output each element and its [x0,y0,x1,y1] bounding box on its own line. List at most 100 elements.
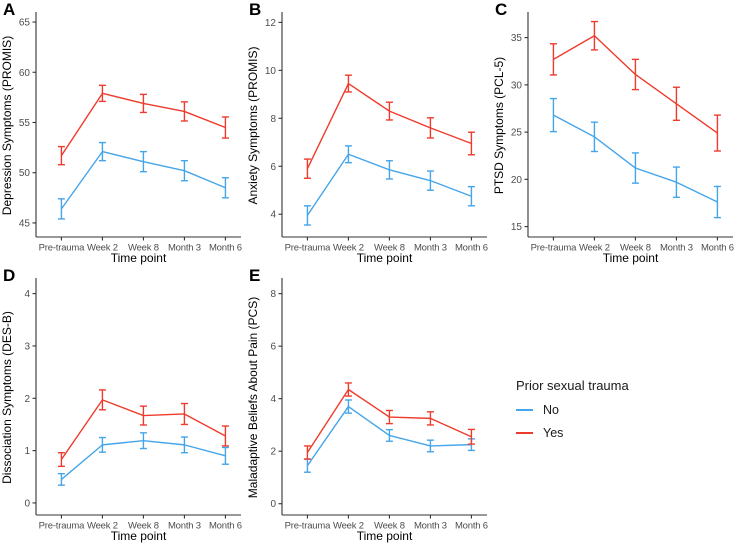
svg-text:Week 8: Week 8 [374,243,405,254]
y-axis-title: Anxiety Symptoms (PROMIS) [246,46,260,204]
svg-text:4: 4 [270,394,276,405]
svg-text:Pre-trauma: Pre-trauma [39,243,85,254]
svg-text:Month 3: Month 3 [660,243,693,254]
axes [524,12,733,241]
legend-item-yes: Yes [516,426,738,440]
svg-text:Month 3: Month 3 [168,521,201,532]
axes [32,278,241,519]
legend-prior-sexual-trauma: Prior sexual trauma No Yes [492,266,738,544]
tick-labels: 0 1 2 3 4 Pre-trauma Week 2 Week 8 Month 3 Month … [24,289,242,532]
panel-letter-e: E [249,266,261,285]
legend-line-no-icon [516,409,533,411]
svg-text:2: 2 [270,447,276,458]
panel-letter-a: A [3,0,16,19]
chart-svg: 45 50 55 60 65 Pre-trauma Week 2 Week 8 Month 3 M… [0,12,242,265]
svg-text:Month 6: Month 6 [455,521,488,532]
svg-text:Week 8: Week 8 [128,243,159,254]
svg-text:0: 0 [24,498,30,509]
panel-letter-d: D [3,266,16,285]
svg-text:30: 30 [511,80,523,91]
svg-text:Week 2: Week 2 [87,243,118,254]
series-yes [57,84,229,166]
svg-text:Week 2: Week 2 [333,243,364,254]
x-axis-title: Time point [603,251,659,265]
tick-labels: 0 2 4 6 8 Pre-trauma Week 2 Week 8 Month 3 Month … [270,289,488,532]
series-yes [549,20,721,152]
panel-letter-c: C [495,0,508,19]
tick-labels: 4 6 8 10 12 Pre-trauma Week 2 Week 8 Month 3 Mont… [265,18,488,254]
series-yes [303,74,475,179]
svg-text:Month 3: Month 3 [414,521,447,532]
svg-text:8: 8 [270,114,276,125]
legend-item-no: No [516,403,738,417]
y-axis-title: Depression Symptoms (PROMIS) [0,36,14,215]
svg-text:Week 8: Week 8 [128,521,159,532]
series-no [57,432,229,486]
legend-label-no: No [543,403,559,417]
tick-labels: 15 20 25 30 35 Pre-trauma Week 2 Week 8 Month 3 M… [511,33,734,253]
svg-text:Month 6: Month 6 [209,521,242,532]
chart-svg: 0 1 2 3 4 Pre-trauma Week 2 Week 8 Month 3 Month … [0,278,242,543]
svg-text:Week 2: Week 2 [87,521,118,532]
panel-c-ptsd: C 15 20 25 30 35 Pre-trauma Week 2 Week 8 Month … [492,0,738,266]
svg-text:6: 6 [270,162,276,173]
svg-text:45: 45 [19,218,31,229]
y-axis-title: Maladaptive Beliefs About Pain (PCS) [246,297,260,498]
svg-text:2: 2 [24,394,30,405]
svg-text:Month 6: Month 6 [209,243,242,254]
svg-text:Week 2: Week 2 [333,521,364,532]
axes [278,12,487,241]
svg-text:4: 4 [24,289,30,300]
svg-text:10: 10 [265,66,277,77]
svg-text:Week 8: Week 8 [374,521,405,532]
svg-text:50: 50 [19,168,31,179]
chart-svg: 4 6 8 10 12 Pre-trauma Week 2 Week 8 Month 3 Mont… [246,12,488,265]
svg-text:6: 6 [270,342,276,353]
svg-text:Pre-trauma: Pre-trauma [285,521,331,532]
x-axis-title: Time point [357,529,413,543]
axes [278,278,487,519]
svg-text:Pre-trauma: Pre-trauma [39,521,85,532]
legend-title: Prior sexual trauma [516,378,629,393]
panel-letter-b: B [249,0,262,19]
series-no [549,97,721,219]
panel-e-pain-beliefs: E 0 2 4 6 8 Pre-trauma Week 2 Week 8 Month 3 Mont… [246,266,492,544]
svg-text:Month 3: Month 3 [168,243,201,254]
svg-text:15: 15 [511,222,523,233]
chart-svg: 15 20 25 30 35 Pre-trauma Week 2 Week 8 Month 3 M… [492,12,734,265]
svg-text:65: 65 [19,18,31,29]
svg-text:Month 6: Month 6 [455,243,488,254]
svg-text:3: 3 [24,341,30,352]
panel-a-depression: A 45 50 55 60 65 Pre-trauma Week 2 Week 8 Month … [0,0,246,266]
axes [32,12,241,241]
series-yes [57,389,229,468]
series-no [303,145,475,226]
series-yes [303,382,475,460]
svg-text:60: 60 [19,68,31,79]
series-no [57,141,229,220]
svg-text:12: 12 [265,18,277,29]
svg-text:Pre-trauma: Pre-trauma [285,243,331,254]
svg-text:Month 3: Month 3 [414,243,447,254]
svg-text:35: 35 [511,33,523,44]
panel-b-anxiety: B 4 6 8 10 12 Pre-trauma Week 2 Week 8 Month 3 Mo… [246,0,492,266]
svg-text:Month 6: Month 6 [701,243,734,254]
svg-text:0: 0 [270,499,276,510]
svg-text:55: 55 [19,118,31,129]
svg-text:20: 20 [511,175,523,186]
svg-text:Pre-trauma: Pre-trauma [531,243,577,254]
svg-text:8: 8 [270,289,276,300]
panel-d-dissociation: D 0 1 2 3 4 Pre-trauma Week 2 Week 8 Month 3 Mont… [0,266,246,544]
svg-text:1: 1 [24,446,30,457]
x-axis-title: Time point [111,251,167,265]
legend-label-yes: Yes [543,426,564,440]
legend-line-yes-icon [516,432,533,434]
tick-labels: 45 50 55 60 65 Pre-trauma Week 2 Week 8 Month 3 M… [19,18,242,254]
x-axis-title: Time point [111,529,167,543]
x-axis-title: Time point [357,251,413,265]
svg-text:Week 8: Week 8 [620,243,651,254]
svg-text:4: 4 [270,210,276,221]
chart-svg: 0 2 4 6 8 Pre-trauma Week 2 Week 8 Month 3 Month … [246,278,488,543]
svg-text:Week 2: Week 2 [579,243,610,254]
